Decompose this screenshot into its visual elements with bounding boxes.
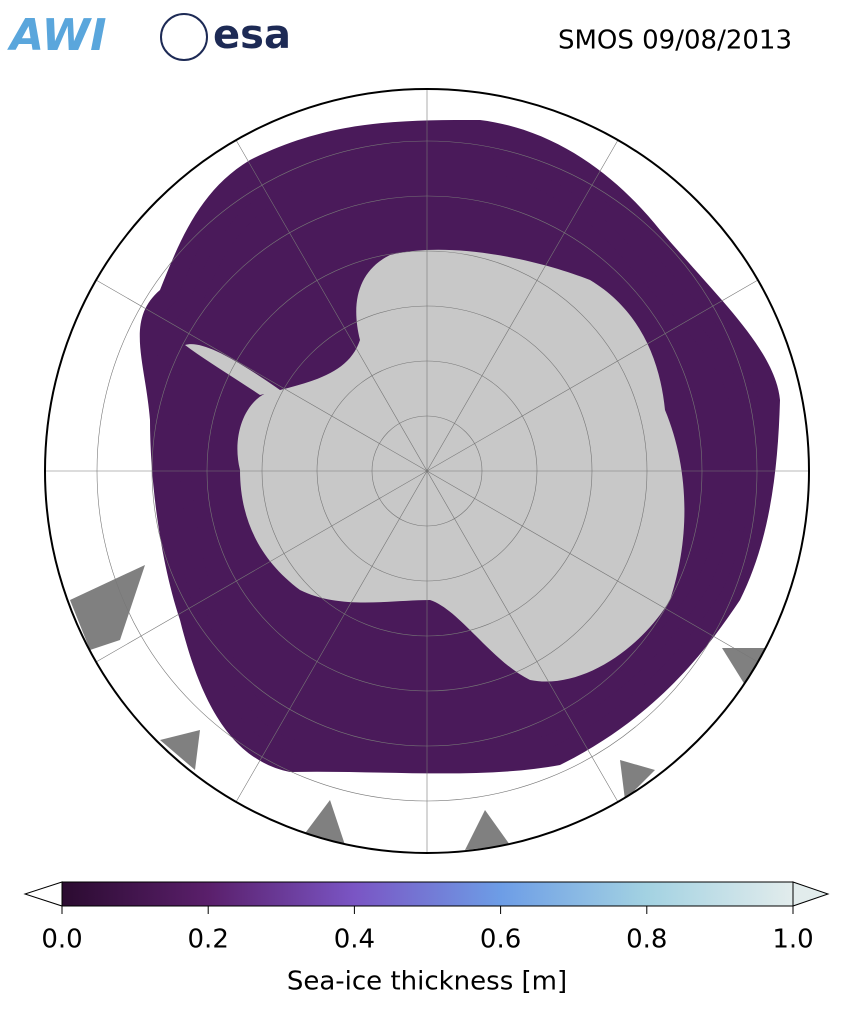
esa-emblem (160, 13, 208, 61)
esa-logo: esa (213, 12, 291, 58)
colorbar-gradient (61, 881, 794, 907)
land (70, 565, 765, 850)
colorbar-label: Sea-ice thickness [m] (287, 967, 567, 997)
map-border (44, 88, 810, 854)
colorbar-tick-label: 0.8 (626, 925, 667, 955)
colorbar-under (23, 881, 63, 907)
title: SMOS 09/08/2013 (558, 26, 792, 56)
map (45, 89, 809, 853)
colorbar-tick-label: 0.6 (480, 925, 521, 955)
colorbar-tick-label: 0.0 (41, 925, 82, 955)
graticule (45, 89, 809, 853)
colorbar (23, 881, 830, 914)
colorbar-tick-label: 0.2 (188, 925, 229, 955)
colorbar-over (792, 881, 830, 907)
colorbar-tick-label: 1.0 (772, 925, 813, 955)
antarctica (185, 249, 685, 682)
awi-logo: AWI (7, 10, 107, 61)
colorbar-tick-label: 0.4 (334, 925, 375, 955)
